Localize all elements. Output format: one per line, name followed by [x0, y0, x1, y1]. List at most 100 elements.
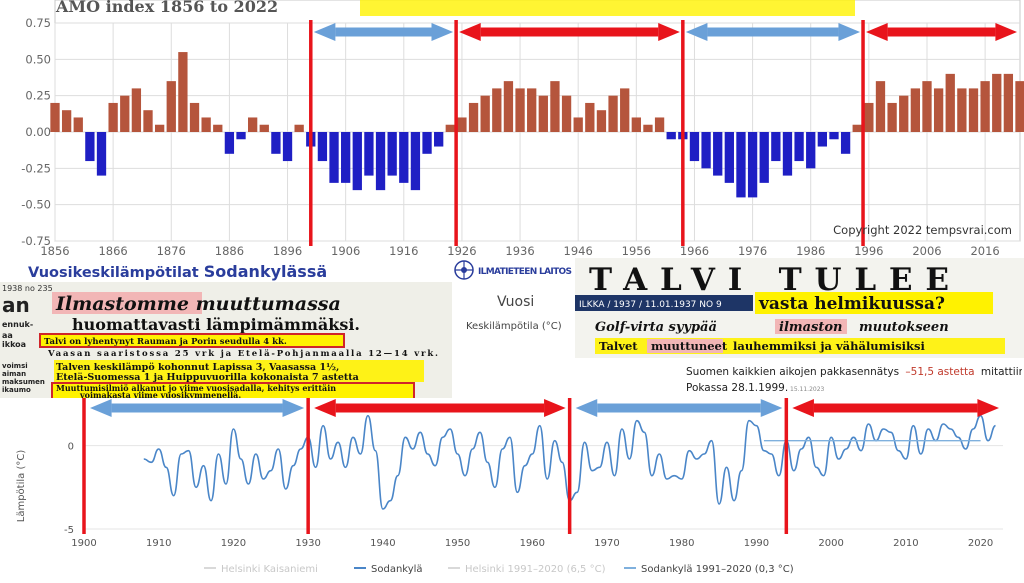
amo-y-tick-label: 0.75: [25, 16, 51, 30]
clip-box-1: [39, 333, 345, 348]
amo-bar: [620, 88, 630, 132]
amo-bar: [503, 81, 514, 132]
kittila-text-d: Pokassa 28.1.1999.: [686, 382, 788, 394]
sodankyla-chart-panel: Lämpötila (°C) 0 -5 1900 1910 1920 1930 1940 19…: [0, 398, 1024, 579]
amo-bar: [806, 132, 816, 169]
sod-y-tick-label: 0: [68, 442, 74, 453]
amo-bar: [666, 132, 676, 140]
amo-bar: [817, 132, 827, 147]
amo-y-tick-label: -0.75: [21, 234, 51, 248]
amo-bar: [468, 102, 479, 132]
sod-x-tick-label: 1970: [594, 538, 619, 549]
sodankyla-title-prefix: Vuosikeskilämpötilat: [28, 265, 199, 281]
sod-x-tick-label: 1940: [370, 538, 395, 549]
clip-1937-line3c: lauhemmiksi ja vähälumisiksi: [733, 339, 925, 353]
amo-x-tick-label: 1856: [40, 244, 69, 258]
amo-bar: [85, 132, 95, 162]
amo-x-tick-label: 2006: [912, 244, 941, 258]
sod-x-tick-label: 2010: [893, 538, 918, 549]
sod-x-tick-label: 1900: [71, 538, 96, 549]
amo-y-tick-label: -0.25: [21, 161, 51, 175]
amo-bar: [457, 117, 467, 132]
clipping-1937: TALVI TULEE ILKKA / 1937 / 11.01.1937 NO…: [575, 258, 1024, 358]
clip-line-2: Vaasan saaristossa 25 vrk ja Etelä-Pohja…: [47, 348, 438, 359]
amo-bar: [782, 132, 793, 176]
amo-bar: [608, 95, 618, 132]
amo-x-tick-label: 1916: [389, 244, 418, 258]
sod-red-arrow: [314, 399, 566, 417]
clipping-headline-1: Ilmastomme muuttumassa: [55, 293, 341, 315]
svg-text:Suomen kaikkien aikojen pakkas: Suomen kaikkien aikojen pakkasennätys –5…: [686, 366, 1022, 378]
kittila-text-a: Suomen kaikkien aikojen pakkasennätys: [686, 366, 899, 378]
amo-x-tick-label: 1986: [796, 244, 825, 258]
amo-bar: [213, 124, 223, 132]
amo-bar: [992, 73, 1002, 132]
amo-bar: [329, 132, 339, 183]
vuosi-label: Vuosi: [497, 294, 534, 310]
amo-bar: [364, 132, 374, 176]
amo-bar: [317, 132, 328, 162]
sod-y-axis-label: Lämpötila (°C): [16, 450, 27, 523]
amo-x-tick-label: 1946: [564, 244, 593, 258]
amo-x-tick-label: 1966: [680, 244, 709, 258]
amo-bar: [178, 52, 188, 132]
amo-bar: [352, 132, 362, 191]
amo-bar: [933, 88, 944, 132]
amo-bar: [701, 132, 711, 169]
headline-highlight: [52, 292, 202, 314]
amo-bar: [399, 132, 409, 183]
amo-bar: [341, 132, 351, 183]
sodankyla-title-place: Sodankylässä: [203, 262, 328, 281]
amo-bar: [492, 88, 502, 132]
amo-bar: [887, 102, 897, 132]
sod-y-tick-label: -5: [64, 525, 74, 536]
legend-sodankyla[interactable]: Sodankylä: [371, 564, 423, 575]
amo-y-tick-label: 0.25: [25, 89, 51, 103]
amo-bar: [271, 132, 281, 154]
amo-bar: [375, 132, 386, 191]
amo-bar: [294, 124, 304, 132]
clip-side-word: an: [2, 293, 30, 317]
sod-x-tick-label: 1990: [744, 538, 769, 549]
fmi-label: ILMATIETEEN LAITOS: [478, 267, 572, 277]
amo-x-tick-label: 1956: [622, 244, 651, 258]
amo-bar: [410, 132, 421, 191]
sod-x-tick-label: 1920: [221, 538, 246, 549]
clip-box-2-text-a: Muuttumisilmiö alkanut jo viime vuosisad…: [56, 383, 336, 393]
amo-red-arrow: [459, 23, 680, 41]
amo-bar: [515, 88, 525, 132]
amo-x-tick-label: 1976: [738, 244, 767, 258]
sod-red-arrow: [792, 399, 999, 417]
clip-1937-line2a: Golf-virta syypää: [595, 320, 717, 335]
clip-side-word: maksumen: [2, 378, 45, 386]
sod-x-tick-label: 1930: [295, 538, 320, 549]
amo-bar: [1003, 73, 1014, 132]
amo-bar: [224, 132, 235, 154]
clip-side-word: aa: [2, 331, 13, 340]
kittila-date: 15.11.2023: [790, 386, 825, 393]
amo-bar: [422, 132, 432, 154]
amo-x-tick-label: 1876: [157, 244, 186, 258]
amo-bar: [631, 117, 641, 132]
amo-bar: [154, 124, 165, 132]
kittila-note: Suomen kaikkien aikojen pakkasennätys –5…: [682, 362, 1024, 398]
amo-bar: [527, 88, 537, 132]
amo-bar: [689, 132, 700, 162]
clip-side-word: ikkoa: [2, 340, 26, 349]
ilkka-source-bar: [575, 295, 753, 311]
amo-bar: [945, 73, 955, 132]
clip-1937-line3b: muuttuneet: [651, 339, 728, 353]
amo-x-tick-label: 2016: [970, 244, 999, 258]
amo-bar: [713, 132, 723, 176]
amo-bar: [794, 132, 804, 162]
amo-y-tick-label: -0.50: [21, 198, 51, 212]
amo-bar: [480, 95, 490, 132]
sod-x-tick-label: 2000: [818, 538, 843, 549]
sod-x-tick-label: 1980: [669, 538, 694, 549]
amo-blue-arrow: [313, 23, 454, 41]
legend-helsinki-kaisaniemi[interactable]: Helsinki Kaisaniemi: [221, 564, 318, 575]
amo-bar: [445, 124, 455, 132]
legend-helsinki-normal[interactable]: Helsinki 1991–2020 (6,5 °C): [465, 564, 606, 575]
sod-blue-arrow: [90, 399, 305, 417]
legend-sodankyla-normal[interactable]: Sodankylä 1991–2020 (0,3 °C): [641, 564, 794, 575]
